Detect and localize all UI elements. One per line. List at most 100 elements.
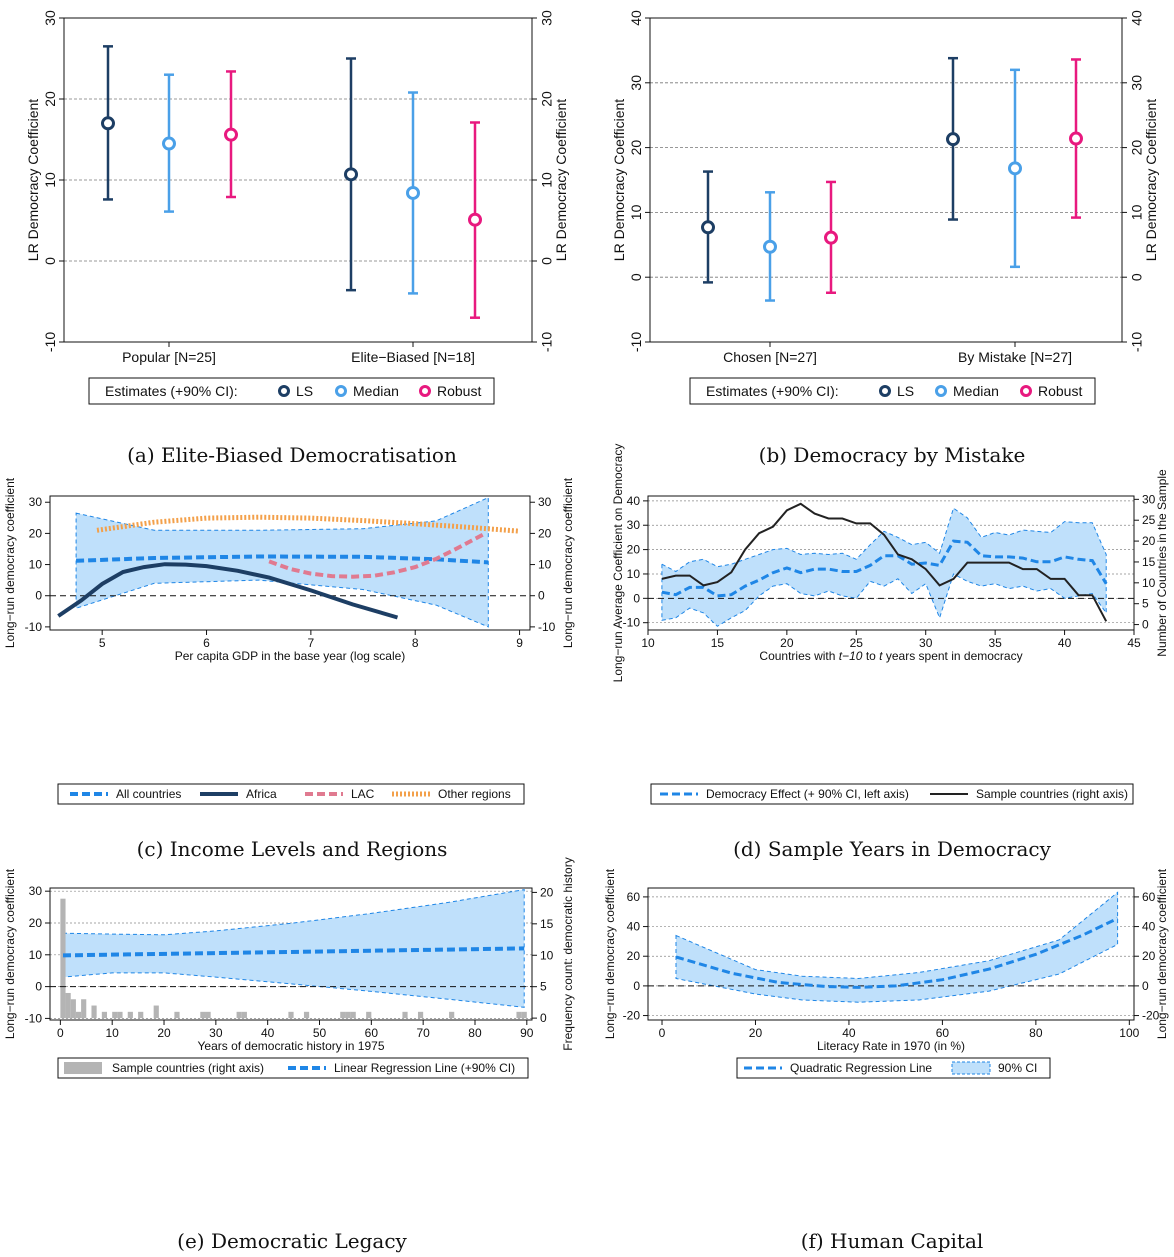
y-tick-label-right: 60 [1142, 890, 1156, 904]
y2-tick-label: 30 [1142, 492, 1156, 506]
x-tick-label: 5 [99, 636, 106, 650]
x-tick-label: 10 [106, 1026, 120, 1040]
y2-tick-label: 0 [540, 1011, 547, 1025]
x-tick-label: 80 [1029, 1026, 1043, 1040]
x-axis-title-part: t−10 [839, 649, 863, 663]
x-axis-title: Per capita GDP in the base year (log sca… [175, 649, 406, 663]
histogram-bar [241, 1011, 247, 1019]
y-tick-label-right: -10 [1129, 332, 1145, 352]
y2-tick-label: 0 [1142, 618, 1149, 632]
x-tick-label: 35 [988, 636, 1002, 650]
y-tick-label: 30 [628, 75, 644, 91]
y-tick-label-right: 30 [1129, 75, 1145, 91]
histogram-bar [65, 992, 71, 1019]
histogram-bar [138, 1011, 144, 1019]
plot-frame [649, 17, 1123, 343]
series-line [268, 532, 484, 579]
y-tick-label-right: 10 [539, 172, 555, 188]
y-axis-title: LR Democracy Coefficient [611, 99, 627, 261]
histogram-bar [70, 999, 76, 1019]
histogram-bar [345, 1011, 351, 1019]
y-tick-label-right: 20 [538, 526, 552, 540]
histogram-bar [205, 1011, 211, 1019]
y-tick-label-right: 30 [539, 10, 555, 26]
y-axis-title: Long−run democracy coefficient [603, 868, 617, 1039]
y-tick-label-right: 30 [538, 495, 552, 509]
legend-label: Robust [1038, 383, 1082, 399]
y-axis-title-right: LR Democracy Coefficient [553, 99, 569, 261]
histogram-bar [366, 1011, 372, 1019]
y-tick-label: 10 [29, 948, 43, 962]
y-tick-label-right: 20 [1142, 949, 1156, 963]
x-category-label: Elite−Biased [N=18] [351, 349, 475, 365]
y-tick-label: 30 [29, 495, 43, 509]
legend-label: Other regions [438, 787, 511, 801]
point-estimate [162, 136, 176, 151]
point-estimate [101, 116, 115, 131]
histogram-bar [236, 1011, 242, 1019]
legend-marker [879, 385, 891, 397]
y-tick-label: 0 [628, 273, 644, 281]
histogram-bar [288, 1011, 294, 1019]
y-tick-label: 30 [627, 518, 641, 532]
panel-a: -10 -10 0 0 10 10 20 20 30 30 LR Democracy Coeffic… [25, 10, 569, 467]
x-tick-label: 20 [157, 1026, 171, 1040]
x-axis-title-part: Countries with [759, 649, 838, 663]
legend-title: Estimates (+90% CI): [706, 383, 839, 399]
x-tick-label: 90 [520, 1026, 534, 1040]
panel-caption: (f) Human Capital [801, 1229, 984, 1253]
point-estimate [1008, 161, 1022, 176]
y-axis-title: Long−run Average Coefficient on Democrac… [611, 444, 625, 683]
x-category-label: Popular [N=25] [122, 349, 216, 365]
x-category-label: Chosen [N=27] [723, 349, 817, 365]
legend-label: Robust [437, 383, 481, 399]
confidence-band [62, 889, 525, 1008]
point-estimate [406, 185, 420, 200]
series-line [76, 554, 489, 565]
histogram-bar [112, 1011, 118, 1019]
y-tick-label-right: 40 [1142, 920, 1156, 934]
y-tick-label: 60 [627, 890, 641, 904]
x-axis-title: Literacy Rate in 1970 (in %) [817, 1039, 965, 1053]
histogram-bar [449, 1011, 455, 1019]
y2-tick-label: 10 [1142, 576, 1156, 590]
x-category-label: By Mistake [N=27] [958, 349, 1072, 365]
panel-e: -10 0 10 20 30 0 5 10 15 20 0 10 20 30 40 50 60 70 80 90 Yea… [3, 857, 575, 1253]
y-axis-title-right: LR Democracy Coefficient [1143, 99, 1159, 261]
y-tick-label: -10 [623, 616, 641, 630]
regression-line [675, 917, 1119, 989]
y-tick-label: 0 [633, 591, 640, 605]
y2-tick-label: 5 [540, 980, 547, 994]
y-tick-label: 0 [633, 979, 640, 993]
y-tick-label-right: 0 [1129, 273, 1145, 281]
panel-caption: (a) Elite-Biased Democratisation [127, 443, 457, 467]
y-axis-title-right: Number of Countries in the Sample [1155, 469, 1169, 657]
confidence-band [675, 891, 1119, 1003]
x-tick-label: 40 [1058, 636, 1072, 650]
legend-swatch [951, 1061, 991, 1075]
y-tick-label: 0 [35, 980, 42, 994]
confidence-band [75, 496, 489, 628]
y-tick-label: 40 [627, 920, 641, 934]
series-line [57, 562, 399, 620]
y-axis-title-right: Long−run democracy coefficient [1155, 868, 1169, 1039]
y-tick-label: 10 [627, 567, 641, 581]
histogram-bar [153, 1005, 159, 1019]
legend-marker [419, 385, 431, 397]
x-tick-label: 100 [1119, 1026, 1139, 1040]
point-estimate [701, 220, 715, 235]
legend-label: LS [897, 383, 914, 399]
histogram-bar [117, 1011, 123, 1019]
x-axis-title-part: to [862, 649, 879, 663]
y-axis-title-right: Long−run democracy coefficient [561, 477, 575, 648]
y-tick-label-right: 10 [1129, 204, 1145, 220]
legend-swatch [64, 1062, 102, 1074]
x-tick-label: 0 [659, 1026, 666, 1040]
point-estimate [468, 212, 482, 227]
y-tick-label: 20 [627, 543, 641, 557]
x-tick-label: 60 [365, 1026, 379, 1040]
plot-frame [647, 887, 1135, 1021]
y-tick-label-right: 0 [1142, 979, 1149, 993]
y-tick-label: -20 [623, 1009, 641, 1023]
y-tick-label: -10 [628, 332, 644, 352]
